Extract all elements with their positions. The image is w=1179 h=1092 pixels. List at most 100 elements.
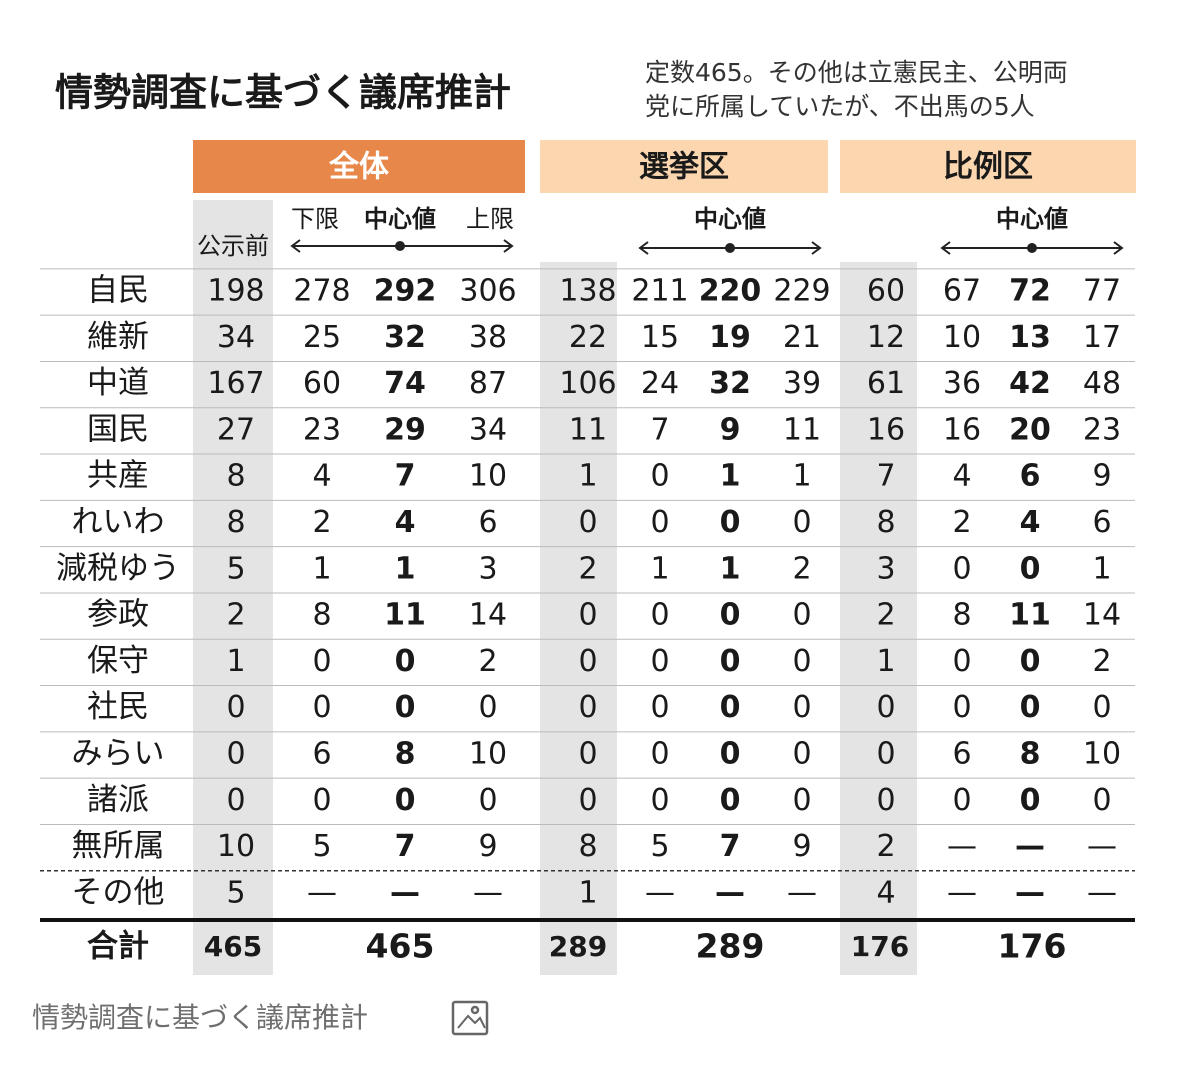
header-band [193,140,525,193]
cell: 24 [641,366,679,401]
party-label: 自民 [87,273,149,309]
cell: 8 [876,505,895,540]
sub-header: 公示前 [197,232,269,260]
center-dot [395,241,405,251]
cell: 38 [469,320,507,355]
cell: — [787,875,817,910]
cell: 10 [469,737,507,772]
cell: 198 [207,274,264,309]
cell: 15 [641,320,679,355]
cell: 6 [478,505,497,540]
cell: 11 [569,412,607,447]
cell: 1 [578,459,597,494]
cell: 0 [650,690,669,725]
sub-header: 下限 [291,205,339,233]
range-arrows [290,239,1124,255]
cell: 0 [720,505,741,540]
cell: 77 [1083,274,1121,309]
cell: 14 [469,598,507,633]
cell: 8 [1020,737,1041,772]
cell: 0 [226,737,245,772]
cell: 0 [720,644,741,679]
cell: 2 [876,598,895,633]
cell: 0 [1020,644,1041,679]
cell: 6 [312,737,331,772]
party-label: 中道 [87,365,149,401]
column-shade [540,262,617,975]
cell: 21 [783,320,821,355]
total-label: 合計 [87,929,149,965]
party-label: 減税ゆう [56,550,180,586]
cell: 1 [312,551,331,586]
cell: 1 [650,551,669,586]
cell: 0 [720,737,741,772]
cell: 0 [395,783,416,818]
cell: 0 [792,644,811,679]
cell: 0 [720,783,741,818]
cell: 211 [631,274,688,309]
cell: 23 [303,412,341,447]
cell: 48 [1083,366,1121,401]
cell: 4 [312,459,331,494]
cell: — [1087,875,1117,910]
cell: 0 [792,505,811,540]
cell: 10 [217,829,255,864]
cell: 42 [1009,366,1051,401]
cell: 16 [867,412,905,447]
cell: 60 [867,274,905,309]
cell: 9 [478,829,497,864]
cell: 10 [943,320,981,355]
cell: 0 [650,644,669,679]
cell: 29 [384,412,426,447]
cell: — [715,875,745,910]
cell: 0 [312,644,331,679]
group-title: 選挙区 [639,150,729,185]
cell: 1 [720,551,741,586]
cell: 32 [709,366,751,401]
cell: — [947,829,977,864]
cell: 2 [952,505,971,540]
cell: 0 [395,690,416,725]
cell: 0 [876,783,895,818]
cell: 20 [1009,412,1051,447]
cell: — [473,875,503,910]
cell: 8 [952,598,971,633]
cell: 0 [226,783,245,818]
sub-header: 上限 [466,205,514,233]
cell: 12 [867,320,905,355]
cell: 2 [1092,644,1111,679]
cell: 0 [226,690,245,725]
cell: 39 [783,366,821,401]
party-label: みらい [72,736,165,772]
cell: — [1015,875,1045,910]
cell: 0 [1020,783,1041,818]
cell: 0 [478,783,497,818]
cell: 3 [478,551,497,586]
cell: 74 [384,366,426,401]
cell: 0 [792,737,811,772]
cell: 9 [1092,459,1111,494]
cell: 106 [559,366,616,401]
cell: 167 [207,366,264,401]
cell: 0 [312,783,331,818]
cell: 27 [217,412,255,447]
cell: 0 [1020,551,1041,586]
cell: 0 [312,690,331,725]
cell: 2 [312,505,331,540]
cell: 1 [1092,551,1111,586]
cell: 9 [720,412,741,447]
party-label: 保守 [87,643,149,679]
note: 党に所属していたが、不出馬の5人 [645,92,1035,121]
cell: 22 [569,320,607,355]
cell: 61 [867,366,905,401]
cell: 7 [395,459,416,494]
cell: 23 [1083,412,1121,447]
cell: 34 [469,412,507,447]
cell: 0 [792,598,811,633]
column-shade [840,262,917,975]
cell: 1 [395,551,416,586]
cell: 4 [395,505,416,540]
cell: — [947,875,977,910]
cell: 7 [876,459,895,494]
cell: 220 [699,274,762,309]
